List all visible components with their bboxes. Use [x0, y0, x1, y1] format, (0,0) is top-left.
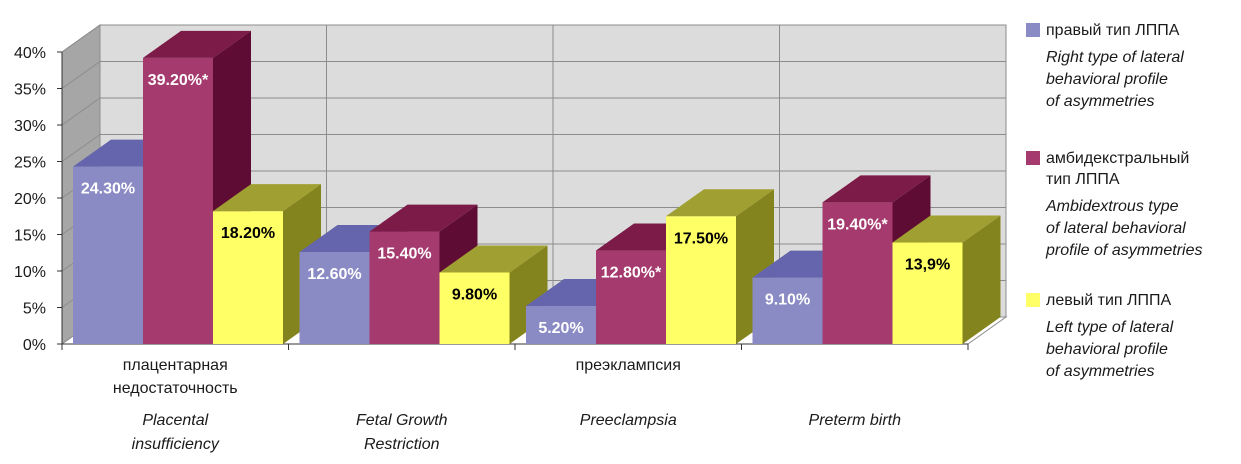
bar	[892, 215, 1001, 344]
data-label: 18.20%	[221, 225, 275, 242]
legend-label-en: Right type of lateral behavioral profile o…	[1046, 47, 1241, 113]
bar-front	[822, 202, 893, 344]
bar-front	[752, 277, 823, 344]
legend-label-en-line: Ambidextrous type	[1046, 198, 1179, 215]
category-label-ru: преэклампсия	[576, 357, 681, 374]
y-tick-label: 15%	[14, 228, 46, 245]
bar-front	[439, 272, 510, 344]
bar-front	[369, 231, 440, 344]
y-axis: 0% 5% 10% 15% 20% 25% 30% 35% 40%	[14, 45, 63, 354]
bar-top	[213, 184, 321, 212]
bar-top	[822, 175, 931, 203]
y-tick-label: 25%	[14, 155, 46, 172]
legend-swatch	[1026, 293, 1040, 307]
legend-label-en-line: Right type of lateral	[1046, 49, 1184, 66]
x-axis	[61, 343, 969, 350]
bar-front	[213, 211, 283, 344]
gridline	[61, 24, 101, 53]
legend-item: правый тип ЛППА Right type of lateral beha…	[1026, 20, 1241, 113]
data-label: 15.40%	[377, 246, 431, 263]
data-label: 39.20%*	[148, 72, 209, 89]
category-label-ru: недостаточность	[113, 380, 238, 397]
legend-label-ru: амбидекстральный тип ЛППА	[1046, 148, 1241, 190]
legend-swatch	[1026, 151, 1040, 165]
legend-label-en-line: behavioral profile	[1046, 341, 1168, 358]
bar-front	[143, 57, 213, 345]
data-label: 13,9%	[905, 257, 950, 274]
legend-label-en-line: behavioral profile	[1046, 71, 1168, 88]
y-tick-label: 30%	[14, 118, 46, 135]
data-label: 24.30%	[81, 181, 135, 198]
category-label-en: Placental	[142, 412, 208, 429]
legend-label-ru-line: левый тип ЛППА	[1046, 292, 1172, 309]
bar	[666, 189, 774, 344]
bar-front	[73, 166, 143, 344]
bars	[73, 30, 1001, 345]
bar-front	[666, 216, 736, 344]
category-label-en: Restriction	[364, 436, 440, 453]
legend-label-en-line: of asymmetries	[1046, 93, 1155, 110]
legend-swatch	[1026, 23, 1040, 37]
y-tick-label: 0%	[23, 337, 46, 354]
legend-label-ru-line: тип ЛППА	[1046, 171, 1120, 188]
legend-item: левый тип ЛППА Left type of lateral behavi…	[1026, 290, 1241, 383]
bar-front	[526, 306, 596, 344]
legend-label-en-line: profile of asymmetries	[1046, 242, 1203, 259]
data-label: 9.10%	[765, 292, 810, 309]
gridline	[61, 97, 101, 126]
bar-top	[666, 189, 774, 217]
legend-item: амбидекстральный тип ЛППА Ambidextrous typ…	[1026, 148, 1241, 262]
y-tick-label: 5%	[23, 301, 46, 318]
legend-label-ru: правый тип ЛППА	[1046, 20, 1241, 41]
data-label: 17.50%	[674, 230, 728, 247]
y-tick-label: 20%	[14, 191, 46, 208]
y-tick-label: 40%	[14, 45, 46, 62]
category-label-ru: плацентарная	[123, 357, 228, 374]
category-label-en: Preeclampsia	[580, 412, 677, 429]
data-label: 5.20%	[538, 320, 583, 337]
y-tick-label: 35%	[14, 82, 46, 99]
legend-label-ru: левый тип ЛППА	[1046, 290, 1241, 311]
data-label: 9.80%	[452, 286, 497, 303]
gridline	[61, 134, 101, 162]
bar-top	[439, 245, 548, 273]
bar-top	[143, 30, 251, 58]
legend-label-ru-line: амбидекстральный	[1046, 150, 1190, 167]
data-label: 12.60%	[307, 266, 361, 283]
bar-top	[369, 204, 478, 232]
bar-front	[892, 242, 963, 344]
category-label-en: insufficiency	[132, 436, 220, 453]
category-label-en: Fetal Growth	[356, 412, 448, 429]
legend-label-en: Ambidextrous type of lateral behavioral pr…	[1046, 196, 1241, 262]
legend-label-en-line: of lateral behavioral	[1046, 220, 1186, 237]
y-tick-label: 10%	[14, 264, 46, 281]
gridline	[61, 61, 101, 89]
category-label-en: Preterm birth	[809, 412, 902, 429]
data-labels: 24.30% 39.20%* 18.20% 12.60% 15.40% 9.80% 5.20…	[81, 72, 950, 337]
legend-label-en: Left type of lateral behavioral profile of…	[1046, 317, 1241, 383]
bar-front	[596, 250, 666, 344]
bar-front	[299, 252, 370, 344]
legend-label-en-line: of asymmetries	[1046, 363, 1155, 380]
legend-label-en-line: Left type of lateral	[1046, 319, 1174, 336]
legend-label-ru-line: правый тип ЛППА	[1046, 22, 1180, 39]
category-labels: плацентарная недостаточность Placental insu…	[113, 357, 901, 453]
data-label: 12.80%*	[601, 265, 662, 282]
data-label: 19.40%*	[827, 216, 888, 233]
bar-top	[892, 215, 1001, 243]
bar-side	[962, 215, 1001, 344]
